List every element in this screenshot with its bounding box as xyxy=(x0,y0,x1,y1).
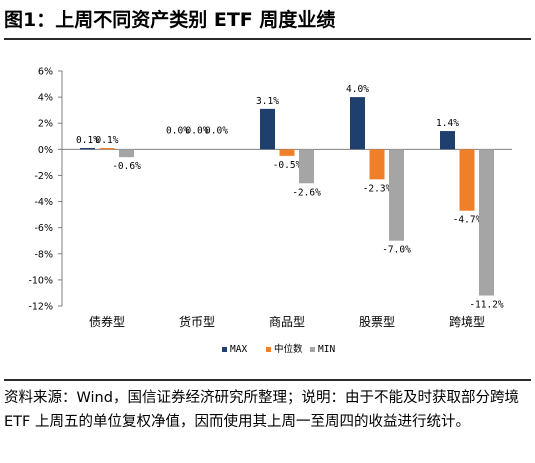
data-label: 1.4% xyxy=(436,118,459,129)
data-label: -0.6% xyxy=(112,161,141,172)
data-label: 4.0% xyxy=(346,84,369,95)
bar-MIN xyxy=(299,149,314,184)
y-tick-label: -6% xyxy=(35,223,54,234)
y-tick-label: -8% xyxy=(35,249,54,260)
data-label: 3.1% xyxy=(256,96,279,107)
bar-MAX xyxy=(350,97,365,150)
bar-MAX xyxy=(80,148,95,150)
bar-MIN xyxy=(389,149,404,241)
x-category-label: 跨境型 xyxy=(449,314,485,329)
y-tick-label: -2% xyxy=(35,171,54,182)
data-label: -2.3% xyxy=(363,183,392,194)
legend-label: MAX xyxy=(230,344,247,355)
y-tick-label: 6% xyxy=(38,67,53,78)
data-label: 0.0% xyxy=(166,125,189,136)
y-tick-label: -12% xyxy=(28,302,53,313)
data-label: 0.1% xyxy=(96,135,119,146)
legend-label: MIN xyxy=(318,344,335,355)
data-label: 0.0% xyxy=(205,125,228,136)
y-tick-label: 2% xyxy=(38,119,53,130)
legend-label: 中位数 xyxy=(274,343,303,355)
x-category-label: 商品型 xyxy=(269,314,305,329)
legend-swatch-MAX xyxy=(222,347,227,352)
source-footnote: 资料来源：Wind，国信证券经济研究所整理；说明：由于不能及时获取部分跨境 ET… xyxy=(4,390,519,430)
y-tick-label: -4% xyxy=(35,197,54,208)
y-tick-label: 0% xyxy=(38,145,53,156)
legend-swatch-中位数 xyxy=(266,347,271,352)
bar-MIN xyxy=(479,149,494,296)
data-label: -0.5% xyxy=(273,160,302,171)
bar-chart: 6% 4% 2% 0% -2% -4% -6% -8% -10% -12% 债券型 货币型 商品型 股票型… xyxy=(28,67,512,355)
y-tick-label: -10% xyxy=(28,275,53,286)
title-divider xyxy=(4,38,531,40)
data-label: -4.7% xyxy=(453,215,482,226)
bar-中位数 xyxy=(369,149,385,180)
data-label: 0.0% xyxy=(186,125,209,136)
bar-MAX xyxy=(260,108,275,150)
legend-swatch-MIN xyxy=(310,347,315,352)
y-tick-label: 4% xyxy=(38,93,53,104)
page-title: 图1：上周不同资产类别 ETF 周度业绩 xyxy=(4,9,336,31)
data-label: -11.2% xyxy=(469,300,504,311)
bar-MIN xyxy=(119,149,134,158)
x-category-label: 货币型 xyxy=(179,314,215,329)
bar-中位数 xyxy=(279,149,295,156)
x-category-label: 股票型 xyxy=(359,315,395,329)
footer-divider xyxy=(4,379,531,381)
x-category-label: 债券型 xyxy=(89,314,125,329)
bar-中位数 xyxy=(99,148,115,150)
bar-中位数 xyxy=(459,149,475,211)
data-label: -7.0% xyxy=(382,245,411,256)
data-label: 0.1% xyxy=(76,135,99,146)
data-label: -2.6% xyxy=(292,187,321,198)
bar-MAX xyxy=(440,131,455,150)
